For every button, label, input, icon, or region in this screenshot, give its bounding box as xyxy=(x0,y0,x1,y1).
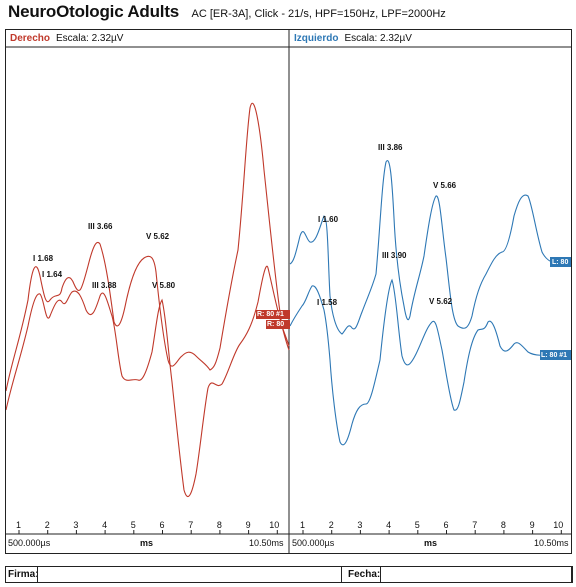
peak-label: I 1.58 xyxy=(317,298,338,307)
tick-label: 5 xyxy=(130,520,136,530)
right-tag-1-bg xyxy=(550,257,571,267)
report-title: NeuroOtologic Adults xyxy=(8,2,180,21)
tick-label: 9 xyxy=(529,520,535,530)
stimulus-settings: AC [ER-3A], Click - 21/s, HPF=150Hz, LPF… xyxy=(191,8,446,20)
left-axis-unit: ms xyxy=(140,538,154,548)
peak-label: I 1.68 xyxy=(33,254,54,263)
tick-label: 4 xyxy=(102,520,108,530)
abr-plot xyxy=(6,30,571,553)
fecha-label: Fecha: xyxy=(348,569,381,580)
right-tag-2-bg xyxy=(540,350,571,360)
tick-marks xyxy=(18,530,562,534)
tick-label: 1 xyxy=(300,520,306,530)
tick-label: 1 xyxy=(16,520,22,530)
peak-label: III 3.90 xyxy=(382,251,407,260)
right-axis-end: 10.50ms xyxy=(534,538,569,548)
left-tag-2-bg xyxy=(266,320,290,329)
peak-label: I 1.60 xyxy=(318,215,339,224)
left-scale: Escala: 2.32µV xyxy=(56,33,124,44)
right-panel-header: Izquierdo Escala: 2.32µV xyxy=(294,30,412,47)
left-tag-1-bg xyxy=(256,310,290,319)
tick-label: 8 xyxy=(500,520,506,530)
peak-label: V 5.80 xyxy=(152,281,176,290)
peak-label: I 1.64 xyxy=(42,270,63,279)
tick-label: 5 xyxy=(414,520,420,530)
tick-label: 9 xyxy=(245,520,251,530)
peak-label: V 5.66 xyxy=(433,181,457,190)
left-axis-end: 10.50ms xyxy=(249,538,284,548)
right-scale: Escala: 2.32µV xyxy=(344,33,412,44)
report-header: NeuroOtologic Adults AC [ER-3A], Click -… xyxy=(8,2,446,24)
right-tag-1: L: 80 xyxy=(552,259,569,266)
peak-label: III 3.66 xyxy=(88,222,113,231)
peak-label: III 3.88 xyxy=(92,281,117,290)
firma-field[interactable] xyxy=(37,566,342,583)
left-tag-1: R: 80 #1 xyxy=(257,311,284,318)
tick-label: 10 xyxy=(269,520,280,530)
fecha-field[interactable] xyxy=(380,566,573,583)
tick-label: 3 xyxy=(357,520,363,530)
right-ear-label: Izquierdo xyxy=(294,33,339,44)
tick-label: 7 xyxy=(188,520,194,530)
tick-label: 6 xyxy=(443,520,449,530)
tick-label: 3 xyxy=(73,520,79,530)
tick-label: 2 xyxy=(328,520,334,530)
right-trace-lower xyxy=(289,278,563,446)
peak-label: V 5.62 xyxy=(429,297,453,306)
tick-label: 10 xyxy=(553,520,564,530)
left-tag-2: R: 80 xyxy=(267,321,285,328)
left-ear-label: Derecho xyxy=(10,33,51,44)
left-panel-header: Derecho Escala: 2.32µV xyxy=(10,30,123,47)
tick-label: 2 xyxy=(44,520,50,530)
tick-label: 6 xyxy=(159,520,165,530)
left-axis-start: 500.000µs xyxy=(8,538,51,548)
right-trace-upper xyxy=(289,160,563,335)
right-axis-unit: ms xyxy=(424,538,438,548)
left-trace-lower xyxy=(6,265,290,497)
left-trace-upper xyxy=(6,102,290,392)
right-axis-start: 500.000µs xyxy=(292,538,335,548)
tick-label: 4 xyxy=(386,520,392,530)
tick-label: 7 xyxy=(472,520,478,530)
tick-label: 8 xyxy=(216,520,222,530)
peak-label: III 3.86 xyxy=(378,143,403,152)
right-tag-2: L: 80 #1 xyxy=(541,352,568,359)
firma-label: Firma: xyxy=(8,569,39,580)
peak-label: V 5.62 xyxy=(146,232,170,241)
waveform-frame: Derecho Escala: 2.32µV Izquierdo Escala: 2… xyxy=(5,29,572,554)
signature-row: Firma: Fecha: xyxy=(5,566,573,583)
